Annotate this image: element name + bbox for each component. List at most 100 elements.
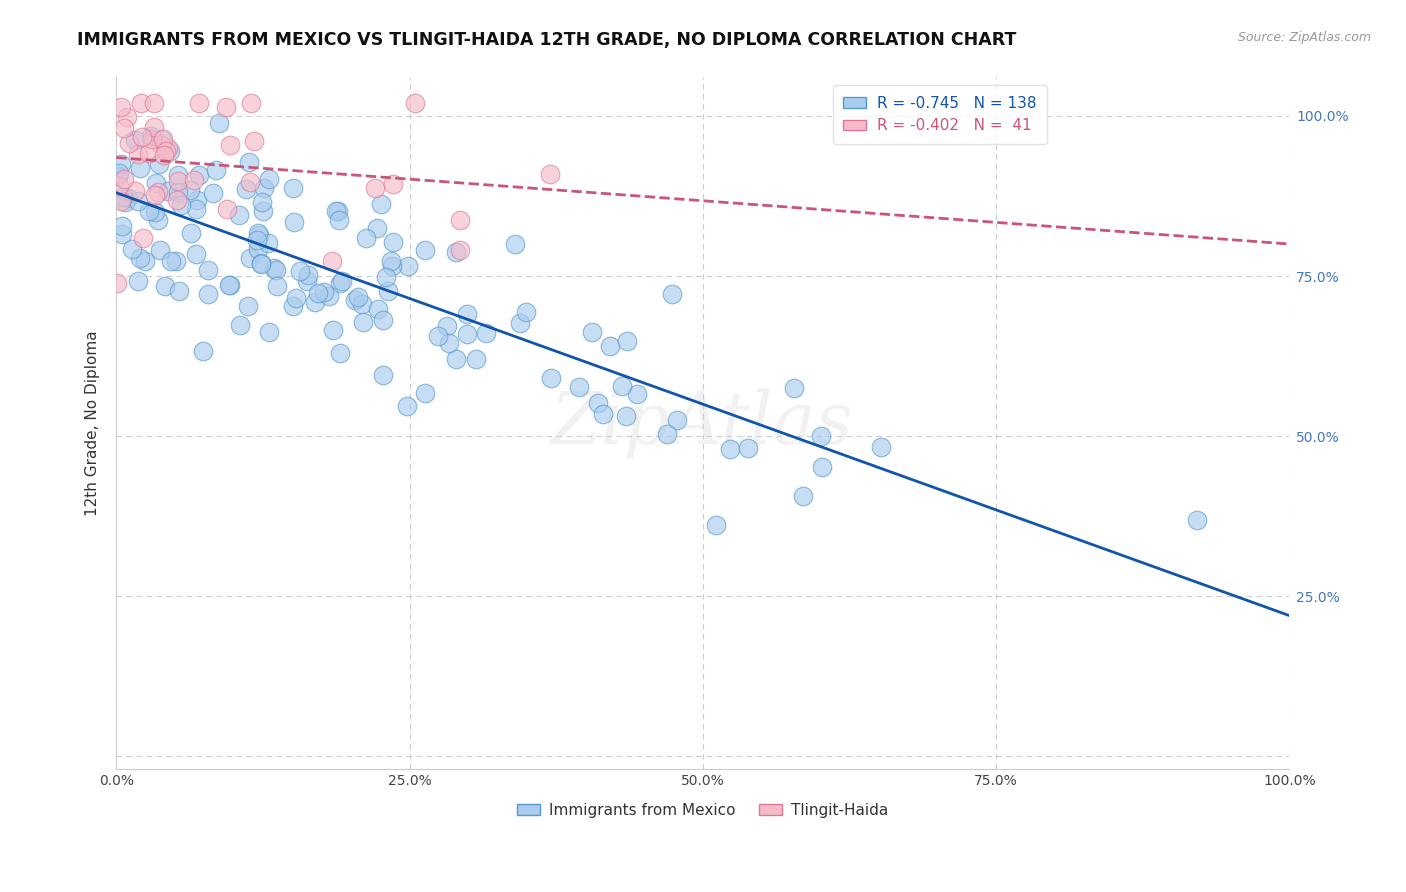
Point — [381, 259, 404, 273]
Point — [131, 130, 153, 145]
Point — [396, 259, 419, 273]
Point — [218, 278, 240, 293]
Point — [205, 162, 228, 177]
Point — [704, 518, 727, 533]
Point — [266, 278, 288, 293]
Point — [124, 133, 146, 147]
Point — [616, 334, 638, 348]
Point — [588, 395, 610, 409]
Point — [141, 131, 163, 145]
Point — [377, 285, 399, 299]
Point — [515, 304, 537, 318]
Point — [540, 371, 562, 385]
Point — [111, 227, 134, 242]
Point — [437, 336, 460, 351]
Point — [107, 277, 129, 291]
Point — [186, 247, 208, 261]
Point — [143, 205, 166, 219]
Point — [117, 136, 139, 151]
Point — [243, 134, 266, 148]
Point — [166, 168, 188, 182]
Point — [370, 196, 392, 211]
Point — [718, 442, 741, 457]
Point — [350, 297, 373, 311]
Point — [475, 326, 498, 341]
Point — [197, 263, 219, 277]
Point — [114, 172, 136, 186]
Point — [318, 289, 340, 303]
Point — [215, 202, 238, 216]
Point — [134, 254, 156, 268]
Point — [110, 219, 132, 233]
Point — [252, 204, 274, 219]
Point — [374, 270, 396, 285]
Point — [155, 144, 177, 158]
Point — [239, 175, 262, 189]
Point — [165, 254, 187, 268]
Point — [149, 244, 172, 258]
Point — [503, 237, 526, 252]
Point — [356, 231, 378, 245]
Point — [115, 110, 138, 124]
Point — [145, 176, 167, 190]
Point — [235, 182, 257, 196]
Point — [228, 208, 250, 222]
Point — [188, 96, 211, 111]
Point — [612, 379, 634, 393]
Point — [188, 168, 211, 182]
Point — [249, 256, 271, 270]
Point — [792, 489, 814, 503]
Point — [283, 299, 305, 313]
Point — [297, 274, 319, 288]
Y-axis label: 12th Grade, No Diploma: 12th Grade, No Diploma — [86, 331, 100, 516]
Point — [297, 268, 319, 282]
Point — [247, 227, 270, 241]
Point — [322, 323, 344, 337]
Point — [246, 233, 269, 247]
Point — [207, 116, 229, 130]
Point — [509, 317, 531, 331]
Point — [138, 204, 160, 219]
Point — [129, 96, 152, 111]
Point — [314, 285, 336, 299]
Point — [110, 99, 132, 113]
Point — [257, 236, 280, 251]
Point — [811, 460, 834, 475]
Point — [364, 181, 387, 195]
Point — [186, 193, 208, 207]
Point — [127, 147, 149, 161]
Point — [380, 254, 402, 268]
Point — [328, 203, 350, 218]
Point — [129, 161, 152, 175]
Point — [290, 264, 312, 278]
Point — [259, 325, 281, 339]
Point — [456, 326, 478, 341]
Point — [238, 252, 260, 266]
Point — [263, 261, 285, 276]
Point — [108, 166, 131, 180]
Point — [218, 277, 240, 292]
Point — [112, 120, 135, 135]
Point — [581, 325, 603, 339]
Point — [304, 294, 326, 309]
Point — [131, 231, 153, 245]
Point — [444, 352, 467, 367]
Point — [114, 195, 136, 210]
Legend: Immigrants from Mexico, Tlingit-Haida: Immigrants from Mexico, Tlingit-Haida — [512, 797, 894, 824]
Text: ZipAtlas: ZipAtlas — [551, 388, 855, 458]
Point — [129, 251, 152, 265]
Point — [538, 167, 561, 181]
Point — [329, 345, 352, 359]
Point — [249, 257, 271, 271]
Point — [166, 186, 188, 200]
Point — [247, 242, 270, 256]
Point — [325, 204, 347, 219]
Point — [283, 180, 305, 194]
Point — [179, 183, 201, 197]
Point — [661, 286, 683, 301]
Point — [449, 213, 471, 227]
Point — [167, 174, 190, 188]
Point — [1185, 512, 1208, 526]
Point — [148, 156, 170, 170]
Point — [616, 409, 638, 424]
